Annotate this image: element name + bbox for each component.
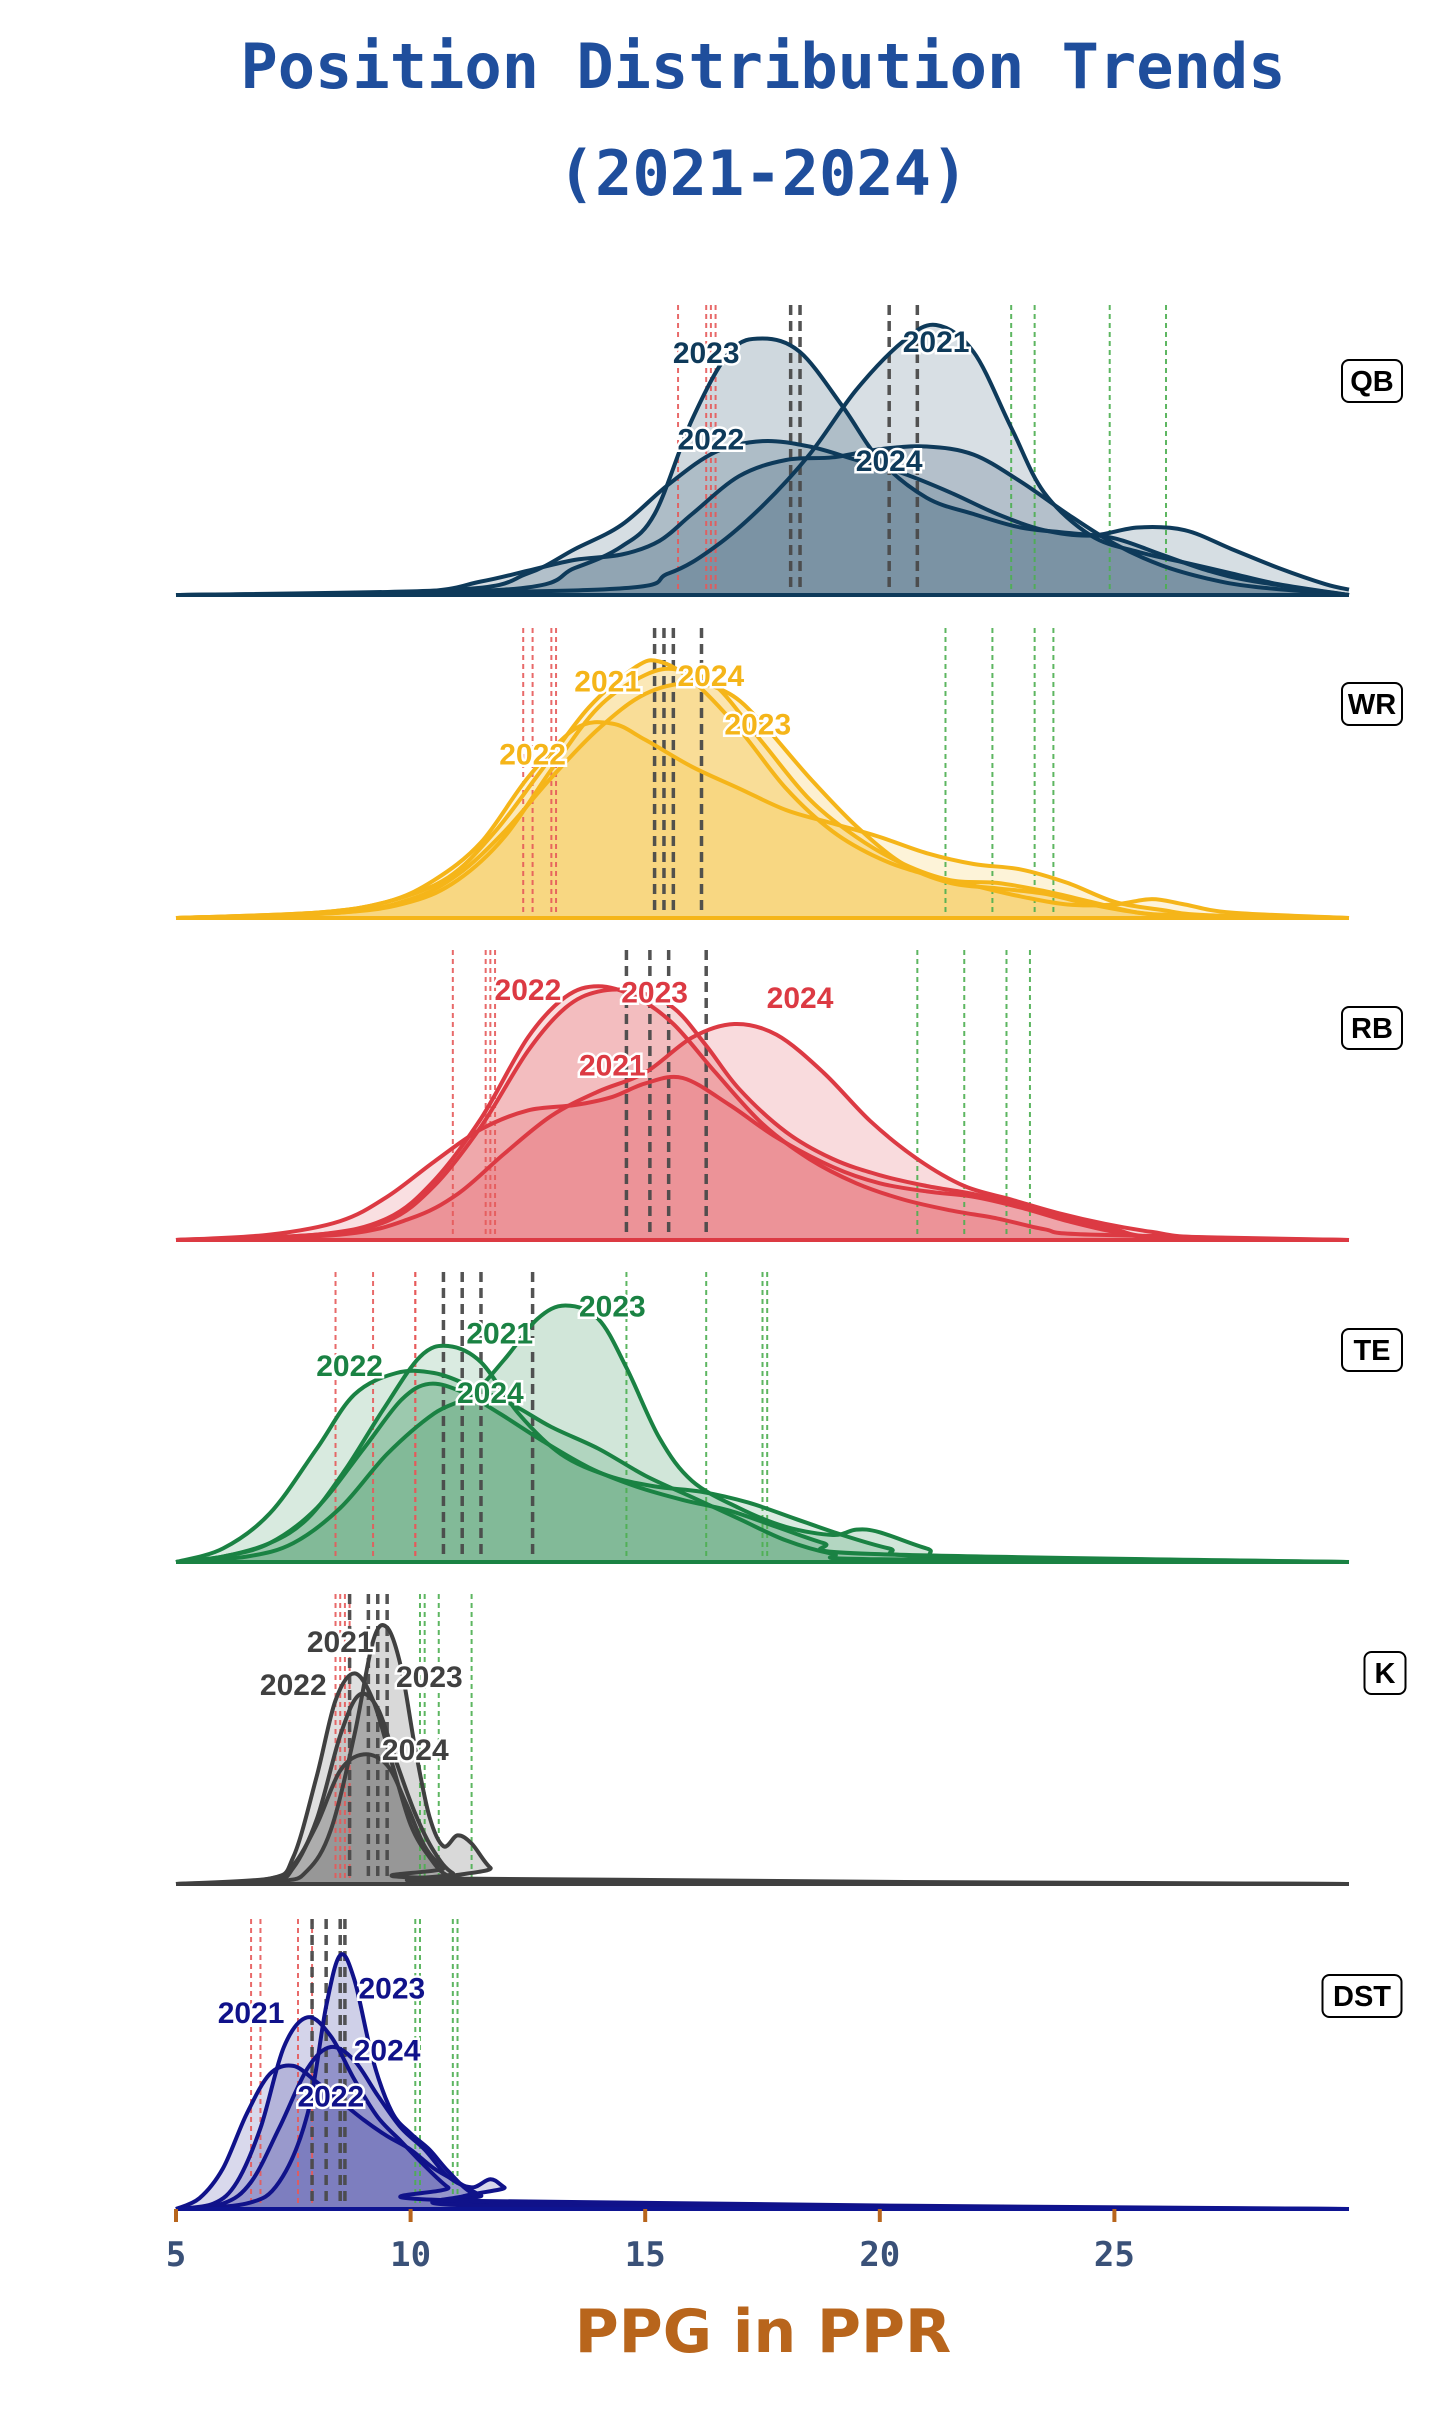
density-line-rb-2022 — [175, 984, 1350, 1242]
density-fill-rb-2024 — [176, 1023, 1349, 1240]
density-line-te-2023 — [175, 1303, 1350, 1564]
x-tick-label-5: 5 — [166, 2235, 186, 2275]
density-line-qb-2023 — [175, 336, 1350, 597]
density-line-wr-2022 — [175, 720, 1350, 920]
year-label-te-2024: 2024 — [457, 1377, 524, 1410]
density-line-wr-2024 — [175, 666, 1350, 920]
year-label-qb-2023: 2023 — [673, 337, 740, 370]
density-fill-rb-2022 — [176, 986, 1349, 1240]
position-label-box — [1341, 1328, 1403, 1372]
density-fill-qb-2022 — [176, 440, 1349, 595]
x-tick-label-25: 25 — [1094, 2235, 1135, 2275]
density-line-wr-2021 — [175, 658, 1350, 920]
year-label-k-2021: 2021 — [307, 1626, 374, 1659]
ridges-group: 2023 2021 2022 2024 QB 2021 2024 2023 2022 WR 2022… — [175, 305, 1407, 2211]
density-line-te-2022 — [175, 1368, 1350, 1564]
x-axis-label: PPG in PPR — [575, 2297, 951, 2367]
position-label-box — [1341, 682, 1403, 726]
x-tick-label-20: 20 — [859, 2235, 900, 2275]
chart-title-line-2: (2021-2024) — [558, 137, 969, 210]
density-fill-te-2024 — [176, 1383, 1349, 1562]
position-label-wr: WR — [1341, 682, 1403, 726]
density-line-dst-2024 — [175, 2015, 1350, 2211]
year-label-rb-2024: 2024 — [767, 982, 834, 1015]
year-label-rb-2021: 2021 — [579, 1050, 646, 1083]
density-fill-wr-2021 — [176, 660, 1349, 918]
year-label-rb-2023: 2023 — [621, 977, 688, 1010]
year-label-wr-2023: 2023 — [724, 709, 791, 742]
position-label-box — [1341, 359, 1403, 403]
position-label-text: K — [1375, 1658, 1396, 1690]
density-fill-qb-2021 — [176, 324, 1349, 595]
density-fill-qb-2024 — [176, 446, 1349, 595]
density-fill-wr-2024 — [176, 668, 1349, 918]
density-line-qb-2024 — [175, 444, 1350, 597]
density-line-te-2024 — [175, 1381, 1350, 1564]
position-label-text: DST — [1333, 1981, 1391, 2013]
year-label-qb-2021: 2021 — [903, 326, 970, 359]
position-label-text: RB — [1351, 1013, 1393, 1045]
year-label-k-2023: 2023 — [396, 1661, 463, 1694]
density-fill-dst-2024 — [176, 2017, 1349, 2209]
density-fill-k-2024 — [176, 1754, 1349, 1884]
position-label-box — [1321, 1974, 1403, 2018]
density-fill-k-2023 — [176, 1625, 1349, 1884]
year-label-dst-2021: 2021 — [218, 1997, 285, 2030]
density-fill-dst-2021 — [176, 2065, 1349, 2209]
x-axis-ticks: 5 10 15 20 25 — [166, 2209, 1135, 2275]
density-fill-te-2022 — [176, 1370, 1349, 1562]
ridge-k: 2021 2022 2023 2024 K — [175, 1594, 1407, 1886]
year-label-dst-2023: 2023 — [358, 1973, 425, 2006]
position-label-qb: QB — [1341, 359, 1403, 403]
chart-title-line-1: Position Distribution Trends — [240, 30, 1285, 103]
year-label-dst-2022: 2022 — [297, 2081, 364, 2114]
density-line-k-2023 — [175, 1623, 1350, 1886]
position-label-te: TE — [1341, 1328, 1403, 1372]
density-fill-dst-2023 — [176, 1954, 1349, 2209]
ridge-qb: 2023 2021 2022 2024 QB — [175, 305, 1403, 597]
year-label-qb-2022: 2022 — [678, 423, 745, 456]
year-label-wr-2024: 2024 — [678, 660, 745, 693]
year-label-wr-2021: 2021 — [574, 665, 641, 698]
density-fill-te-2023 — [176, 1305, 1349, 1562]
density-fill-rb-2021 — [176, 1076, 1349, 1240]
x-tick-label-15: 15 — [625, 2235, 666, 2275]
position-label-text: WR — [1348, 689, 1396, 721]
position-label-dst: DST — [1321, 1974, 1403, 2018]
density-line-rb-2023 — [175, 987, 1350, 1242]
ridge-rb: 2022 2023 2024 2021 RB — [175, 950, 1403, 1242]
position-label-k: K — [1363, 1651, 1407, 1695]
density-line-k-2024 — [175, 1752, 1350, 1886]
position-label-text: TE — [1353, 1335, 1390, 1367]
year-label-k-2024: 2024 — [382, 1734, 449, 1767]
ridge-dst: 2021 2023 2024 2022 DST — [175, 1919, 1403, 2211]
year-label-dst-2024: 2024 — [354, 2035, 421, 2068]
position-label-box — [1363, 1651, 1407, 1695]
density-line-rb-2021 — [175, 1074, 1350, 1242]
ridge-wr: 2021 2024 2023 2022 WR — [175, 628, 1403, 920]
position-label-text: QB — [1350, 366, 1394, 398]
year-label-te-2023: 2023 — [579, 1291, 646, 1324]
density-line-rb-2024 — [175, 1021, 1350, 1242]
density-fill-dst-2022 — [176, 2046, 1349, 2209]
year-label-te-2021: 2021 — [466, 1318, 533, 1351]
year-label-wr-2022: 2022 — [499, 738, 566, 771]
density-line-dst-2022 — [175, 2044, 1350, 2211]
year-label-rb-2022: 2022 — [495, 974, 562, 1007]
ridge-te: 2021 2023 2022 2024 TE — [175, 1272, 1403, 1564]
density-line-wr-2023 — [175, 681, 1350, 920]
position-label-rb: RB — [1341, 1006, 1403, 1050]
year-label-qb-2024: 2024 — [856, 445, 923, 478]
year-label-te-2022: 2022 — [316, 1350, 383, 1383]
x-tick-label-10: 10 — [390, 2235, 431, 2275]
density-line-dst-2023 — [175, 1952, 1350, 2211]
density-fill-te-2021 — [176, 1345, 1349, 1562]
position-label-box — [1341, 1006, 1403, 1050]
year-label-k-2022: 2022 — [260, 1669, 327, 1702]
